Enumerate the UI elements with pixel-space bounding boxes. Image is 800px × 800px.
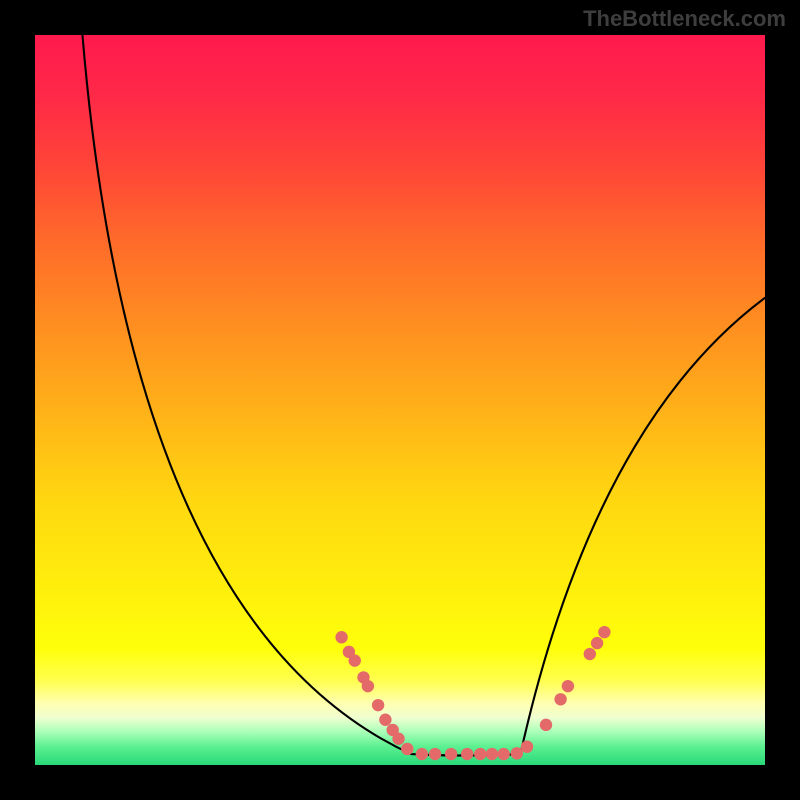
dot-marker [362, 680, 374, 692]
dot-marker [392, 733, 404, 745]
dot-marker [521, 741, 533, 753]
dot-marker [486, 748, 498, 760]
dot-marker [445, 748, 457, 760]
dot-marker [584, 648, 596, 660]
dot-marker [416, 748, 428, 760]
dot-marker [598, 626, 610, 638]
dot-marker [379, 714, 391, 726]
dot-marker [429, 748, 441, 760]
dot-marker [461, 748, 473, 760]
dot-marker [474, 748, 486, 760]
dot-marker [591, 637, 603, 649]
bottleneck-chart [0, 0, 800, 800]
dot-marker [372, 699, 384, 711]
dot-marker [497, 748, 509, 760]
dot-marker [511, 747, 523, 759]
chart-outer: TheBottleneck.com [0, 0, 800, 800]
dot-marker [540, 719, 552, 731]
dot-marker [562, 680, 574, 692]
dot-marker [401, 743, 413, 755]
watermark-text: TheBottleneck.com [583, 6, 786, 32]
dot-marker [349, 654, 361, 666]
dot-marker [335, 631, 347, 643]
dot-marker [554, 693, 566, 705]
plot-background [35, 35, 765, 765]
